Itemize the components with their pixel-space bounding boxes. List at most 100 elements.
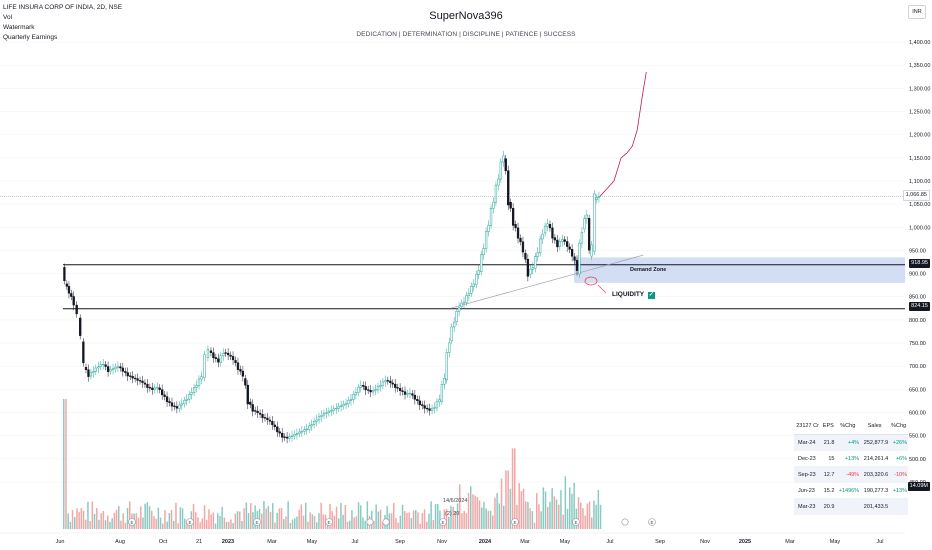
candle-body bbox=[161, 389, 164, 396]
volume-bar bbox=[98, 519, 100, 529]
trendline bbox=[450, 254, 644, 309]
earnings-marker-label: E bbox=[441, 520, 444, 525]
candle-body bbox=[212, 352, 215, 359]
volume-bar bbox=[278, 508, 281, 529]
volume-bar bbox=[245, 502, 248, 529]
volume-bar bbox=[573, 482, 575, 529]
volume-bar bbox=[423, 509, 426, 529]
candle-body bbox=[477, 270, 480, 275]
volume-bar bbox=[577, 497, 580, 529]
volume-bar bbox=[155, 518, 157, 529]
candle-body bbox=[141, 380, 144, 383]
volume-bar bbox=[214, 523, 217, 529]
candle-body bbox=[89, 372, 93, 377]
volume-bar bbox=[146, 502, 149, 529]
volume-bar bbox=[217, 513, 219, 529]
x-tick-label: Jun bbox=[56, 539, 65, 545]
volume-bar bbox=[465, 513, 468, 529]
period-cell: Mar-24 bbox=[794, 434, 822, 451]
y-tick-label: 1,400.00 bbox=[909, 40, 930, 46]
candle-body bbox=[305, 428, 308, 431]
volume-bar bbox=[115, 509, 118, 529]
candle-body bbox=[354, 392, 358, 395]
earnings-marker-label: E bbox=[574, 520, 577, 525]
candle-body bbox=[303, 429, 306, 432]
indicator-earnings[interactable]: Quarterly Earnings bbox=[3, 34, 58, 41]
candle-body bbox=[82, 341, 85, 364]
volume-bar bbox=[267, 506, 270, 529]
x-tick-label: 21 bbox=[196, 539, 202, 545]
volume-bar bbox=[448, 516, 450, 529]
candle-body bbox=[261, 414, 264, 418]
volume-bar bbox=[247, 513, 250, 529]
volume-bar bbox=[516, 504, 518, 529]
volume-bar bbox=[102, 510, 105, 529]
earnings-marker-label: E bbox=[327, 520, 330, 525]
volume-bar bbox=[553, 496, 556, 529]
candle-body bbox=[425, 407, 429, 410]
candle-body bbox=[183, 400, 186, 405]
candle-body bbox=[430, 407, 434, 411]
volume-bar bbox=[151, 510, 153, 529]
volume-bar bbox=[181, 508, 184, 529]
volume-bar bbox=[518, 483, 520, 529]
candle-body bbox=[340, 405, 343, 407]
volume-bar bbox=[588, 501, 591, 529]
candle-body bbox=[593, 193, 596, 252]
eps-change-cell: +4% bbox=[835, 434, 861, 451]
candle-body bbox=[258, 412, 262, 415]
candle-body bbox=[75, 304, 78, 315]
volume-bar bbox=[346, 521, 349, 529]
volume-bar bbox=[184, 518, 186, 529]
earnings-header: Sales bbox=[860, 417, 890, 435]
volume-bar bbox=[487, 510, 490, 529]
candle-body bbox=[597, 196, 601, 198]
volume-bar bbox=[474, 495, 476, 529]
candle-body bbox=[327, 410, 331, 414]
candle-body bbox=[406, 393, 409, 395]
candle-body bbox=[524, 252, 527, 260]
volume-bar bbox=[366, 501, 369, 529]
candle-body bbox=[226, 352, 230, 356]
indicator-vol[interactable]: Vol bbox=[3, 14, 13, 21]
watermark-title: SuperNova396 bbox=[429, 10, 503, 22]
candle-body bbox=[121, 367, 124, 372]
volume-bar bbox=[560, 490, 562, 529]
volume-bar bbox=[164, 510, 166, 529]
y-tick-label: 1,150.00 bbox=[909, 156, 930, 162]
currency-badge[interactable]: INR bbox=[908, 5, 926, 19]
volume-bar bbox=[241, 520, 243, 529]
volume-bar bbox=[472, 494, 474, 529]
volume-bar bbox=[335, 506, 338, 529]
candle-body bbox=[300, 431, 303, 433]
volume-bar bbox=[410, 518, 413, 529]
sales-change-cell: +13% bbox=[889, 482, 908, 499]
candle-body bbox=[104, 364, 107, 367]
candle-body bbox=[359, 385, 362, 388]
volume-bar bbox=[364, 520, 366, 529]
candle-body bbox=[381, 381, 385, 386]
volume-bar bbox=[67, 513, 69, 529]
volume-bar bbox=[153, 516, 155, 529]
volume-bar bbox=[232, 523, 234, 529]
volume-bar bbox=[441, 523, 443, 529]
volume-bar bbox=[432, 519, 435, 529]
candle-body bbox=[111, 368, 115, 370]
candle-body bbox=[214, 357, 218, 359]
period-cell: Mar-23 bbox=[794, 498, 822, 515]
volume-bar bbox=[206, 519, 208, 529]
volume-bar bbox=[80, 508, 83, 529]
earnings-marker-label: E bbox=[130, 520, 133, 525]
candle-body bbox=[109, 369, 112, 372]
volume-bar bbox=[467, 493, 470, 529]
volume-bar bbox=[287, 501, 289, 529]
candle-body bbox=[484, 231, 488, 249]
check-icon: ✓ bbox=[647, 292, 655, 299]
volume-bar bbox=[329, 503, 331, 529]
indicator-watermark[interactable]: Watermark bbox=[3, 24, 35, 31]
volume-bar bbox=[564, 476, 567, 529]
candle-body bbox=[539, 238, 542, 253]
eps-change-cell: +13% bbox=[835, 450, 861, 467]
volume-bar bbox=[261, 513, 263, 529]
